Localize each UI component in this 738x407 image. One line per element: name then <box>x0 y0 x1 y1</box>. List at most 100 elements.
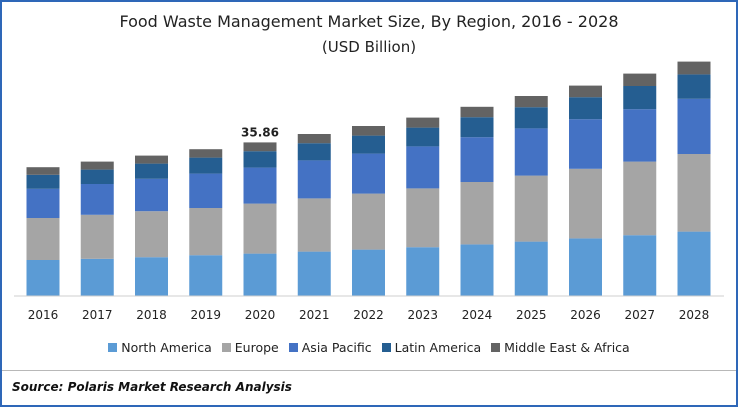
bar-segment-north-america-2021 <box>297 251 331 296</box>
legend-label-latin-america: Latin America <box>394 340 482 355</box>
bar-segment-asia-pacific-2025 <box>514 128 548 176</box>
bar-segment-europe-2016 <box>26 218 60 260</box>
annotations: 35.86 <box>241 125 279 139</box>
legend-swatch-middle-east-africa <box>491 343 501 352</box>
bar-segment-north-america-2028 <box>677 231 711 296</box>
separator-line <box>2 370 736 371</box>
legend-item-latin-america: Latin America <box>381 340 482 355</box>
bar-segment-europe-2017 <box>80 214 114 259</box>
bar-segment-middle-east-africa-2022 <box>352 126 385 136</box>
bar-segment-latin-america-2027 <box>623 86 657 110</box>
chart-subtitle: (USD Billion) <box>321 38 417 56</box>
bar-group <box>26 61 711 296</box>
x-tick-label-2017: 2017 <box>82 308 113 322</box>
bar-segment-middle-east-africa-2020 <box>243 142 277 152</box>
x-tick-label-2022: 2022 <box>353 308 384 322</box>
bar-segment-north-america-2025 <box>514 241 548 296</box>
bar-segment-asia-pacific-2016 <box>26 188 60 218</box>
bar-segment-europe-2027 <box>623 161 657 236</box>
legend-item-europe: Europe <box>221 340 279 355</box>
legend-item-asia-pacific: Asia Pacific <box>288 340 372 355</box>
bar-segment-asia-pacific-2021 <box>297 160 331 199</box>
bar-segment-middle-east-africa-2019 <box>189 149 223 158</box>
bar-segment-europe-2025 <box>514 175 548 242</box>
legend-swatch-latin-america <box>381 343 391 352</box>
bar-segment-latin-america-2019 <box>189 157 223 174</box>
bar-segment-europe-2018 <box>135 211 168 258</box>
bar-segment-asia-pacific-2019 <box>189 173 223 208</box>
legend: North America Europe Asia Pacific Latin Ame… <box>2 340 736 355</box>
bar-segment-asia-pacific-2023 <box>406 146 440 189</box>
x-tick-labels: 2016 2017 2018 2019 2020 2021 2022 2023 2024 2025… <box>28 308 710 322</box>
x-tick-label-2021: 2021 <box>299 308 330 322</box>
chart-title: Food Waste Management Market Size, By Re… <box>119 12 619 31</box>
bar-segment-europe-2020 <box>243 203 277 254</box>
bar-segment-asia-pacific-2027 <box>623 109 657 162</box>
bar-segment-europe-2019 <box>189 208 223 256</box>
legend-swatch-europe <box>221 343 231 352</box>
legend-swatch-asia-pacific <box>288 343 298 352</box>
bar-segment-latin-america-2022 <box>352 135 385 154</box>
bar-segment-north-america-2024 <box>460 244 494 296</box>
bar-segment-latin-america-2016 <box>26 174 60 189</box>
x-tick-label-2016: 2016 <box>28 308 59 322</box>
x-tick-label-2026: 2026 <box>570 308 601 322</box>
bar-segment-middle-east-africa-2017 <box>80 161 114 170</box>
x-tick-label-2023: 2023 <box>407 308 438 322</box>
bar-segment-europe-2024 <box>460 182 494 245</box>
legend-swatch-north-america <box>108 343 118 352</box>
bar-segment-latin-america-2020 <box>243 151 277 168</box>
bar-segment-north-america-2027 <box>623 235 657 296</box>
source-note: Source: Polaris Market Research Analysis <box>12 380 292 394</box>
legend-item-middle-east-africa: Middle East & Africa <box>491 340 630 355</box>
bar-segment-asia-pacific-2026 <box>569 119 602 169</box>
bar-segment-latin-america-2028 <box>677 74 711 99</box>
bar-segment-europe-2028 <box>677 154 711 232</box>
x-tick-label-2019: 2019 <box>190 308 221 322</box>
x-tick-label-2025: 2025 <box>516 308 547 322</box>
bar-segment-latin-america-2018 <box>135 163 168 179</box>
x-tick-label-2018: 2018 <box>136 308 167 322</box>
legend-label-asia-pacific: Asia Pacific <box>301 340 372 355</box>
bar-segment-north-america-2020 <box>243 253 277 296</box>
bar-segment-middle-east-africa-2016 <box>26 167 60 175</box>
bar-segment-north-america-2026 <box>569 238 602 296</box>
legend-label-middle-east-africa: Middle East & Africa <box>504 340 630 355</box>
bar-segment-latin-america-2017 <box>80 169 114 184</box>
bar-segment-asia-pacific-2017 <box>80 184 114 215</box>
bar-segment-asia-pacific-2024 <box>460 137 494 182</box>
bar-segment-asia-pacific-2018 <box>135 178 168 212</box>
data-label-2020: 35.86 <box>241 125 279 139</box>
bar-segment-asia-pacific-2020 <box>243 167 277 204</box>
bar-segment-north-america-2019 <box>189 255 223 296</box>
bar-segment-north-america-2018 <box>135 257 168 296</box>
legend-item-north-america: North America <box>108 340 212 355</box>
x-tick-label-2020: 2020 <box>245 308 276 322</box>
bar-segment-europe-2023 <box>406 188 440 248</box>
bar-segment-asia-pacific-2028 <box>677 98 711 154</box>
x-tick-label-2028: 2028 <box>679 308 710 322</box>
bar-segment-middle-east-africa-2024 <box>460 106 494 118</box>
bar-segment-middle-east-africa-2018 <box>135 155 168 164</box>
bar-segment-asia-pacific-2022 <box>352 153 385 194</box>
bar-segment-north-america-2023 <box>406 247 440 296</box>
bar-segment-middle-east-africa-2025 <box>514 96 548 108</box>
bar-segment-latin-america-2024 <box>460 117 494 138</box>
bar-segment-europe-2021 <box>297 198 331 252</box>
bar-segment-north-america-2017 <box>80 258 114 296</box>
x-tick-label-2024: 2024 <box>462 308 493 322</box>
legend-label-north-america: North America <box>121 340 212 355</box>
bar-segment-latin-america-2026 <box>569 97 602 120</box>
bar-segment-middle-east-africa-2026 <box>569 85 602 98</box>
bar-segment-middle-east-africa-2028 <box>677 61 711 75</box>
x-tick-label-2027: 2027 <box>624 308 655 322</box>
bar-segment-latin-america-2023 <box>406 127 440 147</box>
bar-segment-north-america-2022 <box>352 249 385 296</box>
bar-segment-north-america-2016 <box>26 260 60 296</box>
bar-segment-europe-2026 <box>569 168 602 239</box>
bar-segment-middle-east-africa-2027 <box>623 73 657 86</box>
legend-label-europe: Europe <box>234 340 279 355</box>
bar-segment-middle-east-africa-2021 <box>297 134 331 144</box>
bar-segment-latin-america-2025 <box>514 107 548 129</box>
